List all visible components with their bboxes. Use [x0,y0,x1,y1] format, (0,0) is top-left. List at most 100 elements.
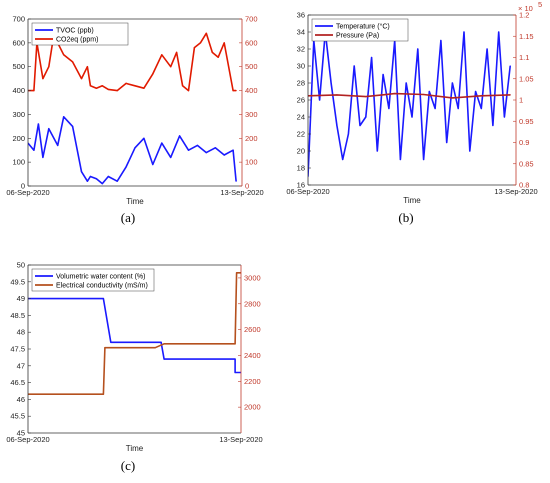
data-point [152,73,154,75]
y-tick-label-left: 22 [297,130,305,139]
data-point [509,65,511,67]
data-point [417,48,419,50]
data-point [232,149,234,151]
data-point [469,150,471,152]
data-point [63,54,65,56]
y-tick-label-left: 16 [297,181,305,190]
y-tick-label-right: 500 [245,62,258,71]
data-point [428,90,430,93]
y-tick-label-left: 49 [17,294,25,303]
data-point [104,347,106,349]
y-tick-label-right: 2800 [244,299,261,308]
data-point [80,78,83,80]
y-tick-label-right: 200 [245,134,258,143]
y-tick-label-right: 2600 [244,325,261,334]
plot-area [28,19,242,186]
y-tick-label-left: 24 [297,113,305,122]
y-tick-label-right: 0.85 [519,159,534,168]
data-point [365,96,367,98]
data-point [107,88,109,90]
data-point [102,298,104,300]
x-axis-label: Time [126,197,144,206]
data-point [80,171,83,173]
data-point [411,116,413,118]
y-tick-label-left: 45.5 [10,412,25,421]
data-point [170,156,172,158]
y-tick-label-left: 47.5 [10,345,25,354]
y-tick-label-right: 0.8 [519,181,529,190]
y-tick-label-right: 100 [245,158,258,167]
data-point [423,93,425,96]
data-point [509,94,511,96]
data-point [179,135,181,137]
y-tick-label-right: 700 [245,15,258,24]
legend-label: Pressure (Pa) [336,33,379,40]
data-point [235,90,237,92]
data-point [342,158,344,161]
y-tick-label-left: 46 [17,395,25,404]
legend: TVOC (ppb) CO2eq (ppm) [31,22,129,46]
y-tick-label-right: 1.15 [519,32,534,41]
legend: Temperature (°C) Pressure (Pa) [311,18,409,42]
data-point [33,90,35,92]
y-tick-label-left: 36 [297,11,305,20]
data-point [376,150,378,152]
data-point [234,343,236,345]
data-point [235,180,237,182]
data-point [116,90,118,92]
legend-label: CO2eq (ppm) [56,37,98,44]
data-point [451,97,453,99]
y-tick-label-left: 300 [12,110,25,119]
series-line-2 [28,272,241,395]
legend-box [31,268,155,292]
data-point [223,42,225,44]
y-tick-label-left: 28 [297,79,305,88]
x-tick-label-end: 13-Sep-2020 [220,188,263,197]
data-point [176,51,178,54]
legend-box [311,18,409,42]
data-point [143,137,145,139]
data-point [143,87,145,89]
data-point [161,54,163,56]
data-point [42,156,44,158]
y-tick-label-left: 600 [12,38,25,47]
y-tick-label-left: 18 [297,164,305,173]
data-point [492,124,494,127]
data-point [37,123,40,125]
data-point [199,42,201,44]
y-tick-label-right: 0.9 [519,138,529,147]
data-point [160,341,162,343]
data-point [107,175,109,178]
legend: Volumetric water content (%) Electrical c… [31,268,155,292]
data-point [347,133,349,135]
y-tick-label-right: 1.2 [519,11,529,20]
y-tick-label-right: 2000 [244,403,261,412]
legend-label: Electrical conductivity (mS/m) [56,283,148,290]
legend-box [31,22,129,46]
data-point [336,94,338,96]
legend-label: Volumetric water content (%) [56,274,145,281]
data-point [152,163,154,166]
data-point [486,48,488,50]
data-point [95,87,97,89]
data-point [163,343,165,345]
y-tick-label-right: 2400 [244,351,261,360]
data-point [161,142,163,144]
data-point [234,358,236,360]
data-point [57,144,59,146]
data-point [134,85,136,87]
data-point [116,180,118,182]
data-point [63,116,65,118]
series-line-1 [28,297,241,374]
y-tick-label-left: 500 [12,62,25,71]
y-tick-label-right: 0.95 [519,117,534,126]
data-point [101,183,103,185]
data-point [463,31,465,33]
data-point [236,272,238,274]
data-point [193,47,195,49]
y-tick-label-left: 26 [297,96,305,105]
data-point [187,149,190,151]
x-tick-label-start: 06-Sep-2020 [286,187,329,196]
y-tick-label-left: 20 [297,147,305,156]
